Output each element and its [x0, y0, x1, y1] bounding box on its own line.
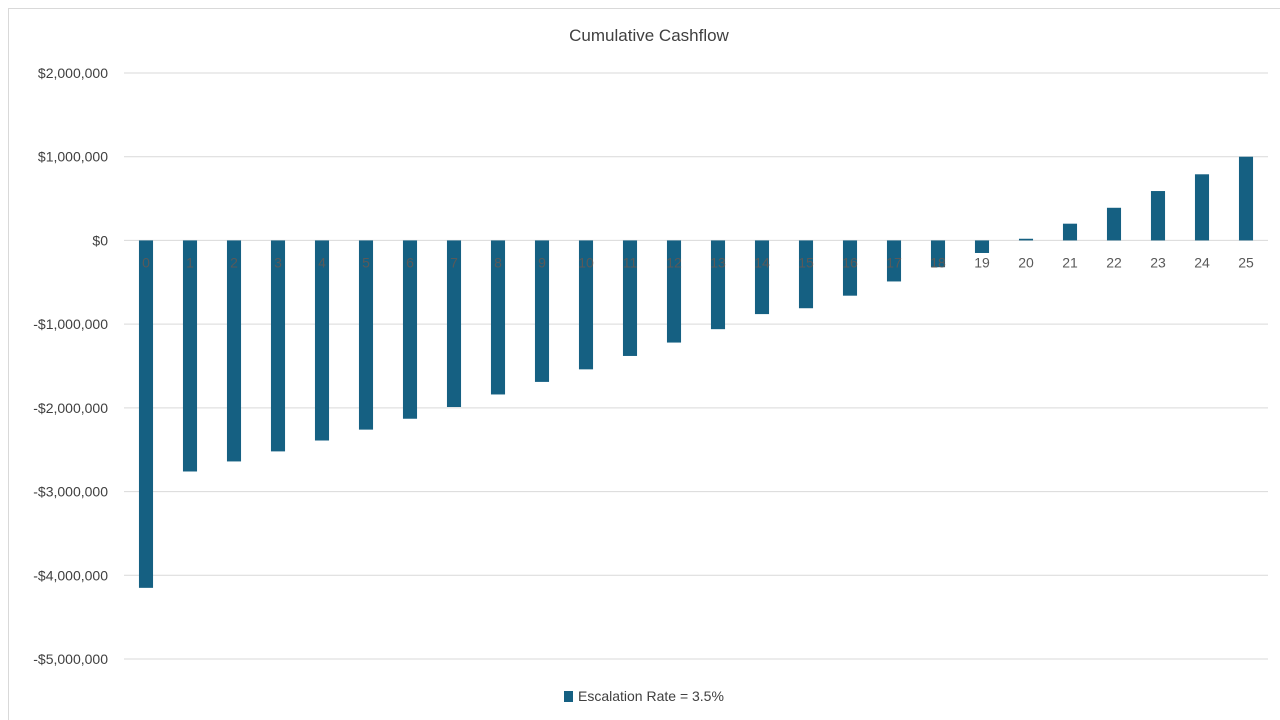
x-tick-label: 20: [1018, 254, 1034, 270]
x-tick-label: 5: [362, 254, 370, 270]
x-tick-label: 8: [494, 254, 502, 270]
x-tick-label: 24: [1194, 254, 1210, 270]
bar: [1062, 223, 1078, 241]
x-tick-label: 1: [186, 254, 194, 270]
x-tick-label: 3: [274, 254, 282, 270]
bar: [182, 240, 198, 472]
x-tick-label: 9: [538, 254, 546, 270]
x-tick-label: 6: [406, 254, 414, 270]
bar: [930, 240, 946, 268]
legend: Escalation Rate = 3.5%: [564, 688, 724, 704]
bar: [798, 240, 814, 309]
legend-swatch: [564, 691, 573, 702]
x-tick-label: 2: [230, 254, 238, 270]
x-tick-label: 23: [1150, 254, 1166, 270]
x-tick-label: 13: [710, 254, 726, 270]
bar: [270, 240, 286, 452]
bar: [358, 240, 374, 430]
bar: [402, 240, 418, 419]
bar: [1018, 238, 1034, 241]
x-axis-tick-labels: 0 1 2 3 4 5 6 7 8 9 10 11 12 13 14 15 16 17 18 19 20 21 22 23 24…: [142, 254, 1254, 270]
bar: [490, 240, 506, 395]
bar: [1106, 207, 1122, 241]
x-tick-label: 14: [754, 254, 770, 270]
bar: [534, 240, 550, 382]
bar: [754, 240, 770, 315]
y-axis-tick-labels: $2,000,000 $1,000,000 $0 -$1,000,000 -$2,000…: [33, 65, 108, 667]
bar: [1150, 191, 1166, 241]
bar: [226, 240, 242, 462]
y-tick-label: $0: [92, 232, 108, 248]
x-tick-label: 17: [886, 254, 902, 270]
y-tick-label: $2,000,000: [38, 65, 108, 81]
y-tick-label: -$2,000,000: [33, 400, 108, 416]
bar: [886, 240, 902, 282]
x-tick-label: 21: [1062, 254, 1078, 270]
x-tick-label: 22: [1106, 254, 1122, 270]
bar: [1238, 156, 1254, 241]
x-tick-label: 16: [842, 254, 858, 270]
y-tick-label: $1,000,000: [38, 149, 108, 165]
x-tick-label: 19: [974, 254, 990, 270]
bar: [1194, 174, 1210, 241]
x-tick-label: 12: [666, 254, 682, 270]
x-tick-label: 7: [450, 254, 458, 270]
bar: [710, 240, 726, 330]
x-tick-label: 11: [623, 254, 638, 270]
chart-area: [8, 8, 1280, 720]
y-tick-label: -$1,000,000: [33, 316, 108, 332]
x-tick-label: 18: [930, 254, 946, 270]
bar-series: [138, 156, 1254, 588]
bar: [578, 240, 594, 370]
y-tick-label: -$4,000,000: [33, 567, 108, 583]
y-tick-label: -$3,000,000: [33, 484, 108, 500]
gridlines: [124, 72, 1268, 660]
x-tick-label: 15: [798, 254, 814, 270]
y-tick-label: -$5,000,000: [33, 651, 108, 667]
bar: [622, 240, 638, 356]
chart-title: Cumulative Cashflow: [569, 26, 729, 45]
x-tick-label: 0: [142, 254, 150, 270]
bar: [842, 240, 858, 296]
x-tick-label: 10: [578, 254, 594, 270]
bar: [446, 240, 462, 408]
bar: [666, 240, 682, 343]
x-tick-label: 25: [1238, 254, 1254, 270]
bar: [314, 240, 330, 441]
legend-label: Escalation Rate = 3.5%: [578, 688, 724, 704]
x-tick-label: 4: [318, 254, 326, 270]
bar: [138, 240, 154, 588]
bar: [974, 240, 990, 253]
